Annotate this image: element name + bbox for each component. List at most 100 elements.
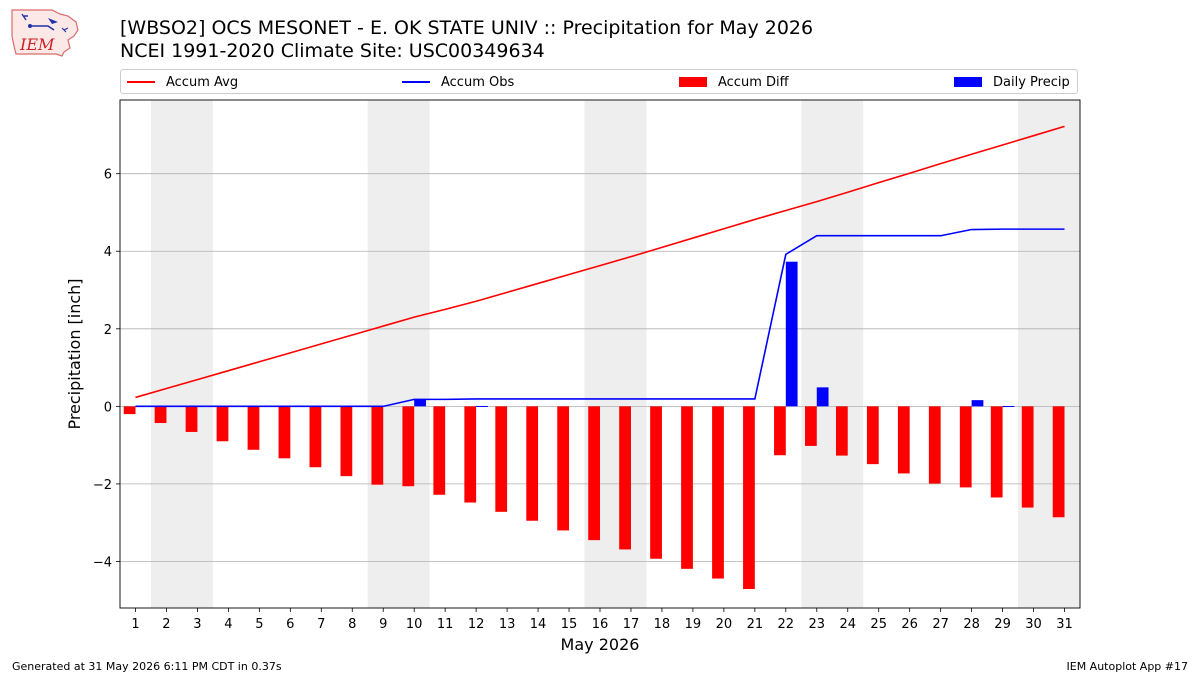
- accum-diff-bar: [774, 406, 786, 456]
- accum-diff-bar: [588, 406, 600, 541]
- x-axis-label: May 2026: [561, 635, 640, 654]
- y-axis-label: Precipitation [inch]: [65, 278, 84, 429]
- legend-label-daily-precip: Daily Precip: [993, 74, 1070, 90]
- y-tick-label: −2: [93, 478, 112, 493]
- accum-diff-bar: [433, 406, 446, 495]
- accum-diff-bar: [990, 406, 1003, 498]
- accum-diff-bar: [123, 406, 136, 415]
- accum-diff-bar: [866, 406, 879, 465]
- daily-precip-bar: [414, 399, 426, 407]
- accum-diff-bar: [959, 406, 972, 488]
- accum-diff-bar: [247, 406, 260, 450]
- accum-diff-bar: [495, 406, 508, 512]
- y-tick-label: 4: [104, 245, 112, 260]
- legend-swatch-daily-precip: [954, 77, 982, 87]
- accum-diff-bar: [185, 406, 198, 432]
- x-tick-label: 14: [530, 617, 547, 632]
- y-tick-label: −4: [93, 555, 112, 570]
- x-tick-label: 11: [437, 617, 454, 632]
- x-tick-label: 13: [499, 617, 516, 632]
- x-tick-label: 22: [778, 617, 795, 632]
- svg-text:IEM: IEM: [19, 35, 55, 54]
- accum-diff-bar: [805, 406, 817, 446]
- x-tick-label: 28: [963, 617, 980, 632]
- x-tick-label: 16: [592, 617, 609, 632]
- x-tick-label: 19: [685, 617, 702, 632]
- daily-precip-bar: [1002, 405, 1015, 407]
- legend-swatch-accum-obs: [402, 81, 430, 83]
- x-tick-label: 9: [379, 617, 387, 632]
- accum-diff-bar: [650, 406, 662, 559]
- accum-diff-bar: [1021, 406, 1034, 508]
- x-tick-label: 17: [623, 617, 640, 632]
- x-tick-label: 7: [317, 617, 325, 632]
- legend-label-accum-obs: Accum Obs: [441, 74, 515, 90]
- x-tick-label: 12: [468, 617, 485, 632]
- accum-diff-bar: [897, 406, 910, 474]
- accum-diff-bar: [340, 406, 353, 477]
- accum-diff-bar: [526, 406, 539, 521]
- legend-label-accum-avg: Accum Avg: [166, 74, 239, 90]
- x-tick-label: 20: [716, 617, 733, 632]
- legend-label-accum-diff: Accum Diff: [718, 74, 789, 90]
- x-tick-label: 24: [839, 617, 856, 632]
- accum-diff-bar: [216, 406, 229, 442]
- x-tick-label: 1: [131, 617, 139, 632]
- x-tick-label: 2: [162, 617, 170, 632]
- legend-swatch-accum-diff: [679, 77, 707, 87]
- x-tick-label: 23: [809, 617, 826, 632]
- accum-diff-bar: [743, 406, 755, 589]
- accum-avg-line: [135, 125, 1065, 399]
- y-tick-label: 0: [104, 400, 112, 415]
- accum-diff-bar: [154, 406, 167, 424]
- x-tick-label: 21: [747, 617, 764, 632]
- generated-timestamp: Generated at 31 May 2026 6:11 PM CDT in …: [12, 660, 282, 673]
- weekend-band: [150, 100, 213, 608]
- weekend-band: [367, 100, 430, 608]
- chart-subtitle: NCEI 1991-2020 Climate Site: USC00349634: [120, 40, 545, 62]
- x-tick-label: 27: [932, 617, 949, 632]
- accum-diff-bar: [1052, 406, 1065, 518]
- accum-diff-bar: [557, 406, 570, 531]
- accum-diff-bar: [712, 406, 724, 579]
- x-tick-label: 10: [406, 617, 423, 632]
- accum-diff-bar: [371, 406, 384, 485]
- legend-swatch-accum-avg: [127, 81, 155, 83]
- x-tick-label: 15: [561, 617, 578, 632]
- x-tick-label: 30: [1025, 617, 1042, 632]
- iem-logo: IEM: [11, 9, 79, 57]
- daily-precip-bar: [785, 261, 798, 407]
- x-tick-label: 4: [224, 617, 232, 632]
- x-tick-label: 5: [255, 617, 263, 632]
- daily-precip-bar: [476, 405, 488, 407]
- legend-item-accum-obs: Accum Obs: [402, 73, 514, 91]
- accum-diff-bar: [402, 406, 415, 487]
- plot-frame: [119, 99, 1081, 609]
- legend-item-daily-precip: Daily Precip: [954, 73, 1070, 91]
- x-tick-label: 18: [654, 617, 671, 632]
- chart-legend: Accum Avg Accum Obs Accum Diff Daily Pre…: [120, 69, 1078, 94]
- accum-diff-bar: [619, 406, 631, 550]
- accum-diff-bar: [681, 406, 693, 569]
- y-tick-label: 2: [104, 323, 112, 338]
- x-tick-label: 26: [901, 617, 918, 632]
- x-tick-label: 29: [994, 617, 1011, 632]
- accum-diff-bar: [309, 406, 322, 468]
- accum-diff-bar: [464, 406, 477, 503]
- weekend-band: [584, 100, 647, 608]
- x-tick-label: 3: [193, 617, 201, 632]
- weekend-band: [801, 100, 864, 608]
- y-tick-label: 6: [104, 168, 112, 183]
- x-tick-label: 31: [1056, 617, 1073, 632]
- chart-title: [WBSO2] OCS MESONET - E. OK STATE UNIV :…: [120, 17, 814, 39]
- daily-precip-bar: [971, 400, 984, 407]
- daily-precip-bar: [816, 387, 829, 407]
- weekend-band: [1018, 100, 1080, 608]
- accum-diff-bar: [278, 406, 291, 459]
- x-tick-label: 25: [870, 617, 887, 632]
- accum-diff-bar: [835, 406, 848, 456]
- autoplot-app-label: IEM Autoplot App #17: [1066, 660, 1189, 673]
- x-tick-label: 6: [286, 617, 294, 632]
- legend-item-accum-avg: Accum Avg: [127, 73, 238, 91]
